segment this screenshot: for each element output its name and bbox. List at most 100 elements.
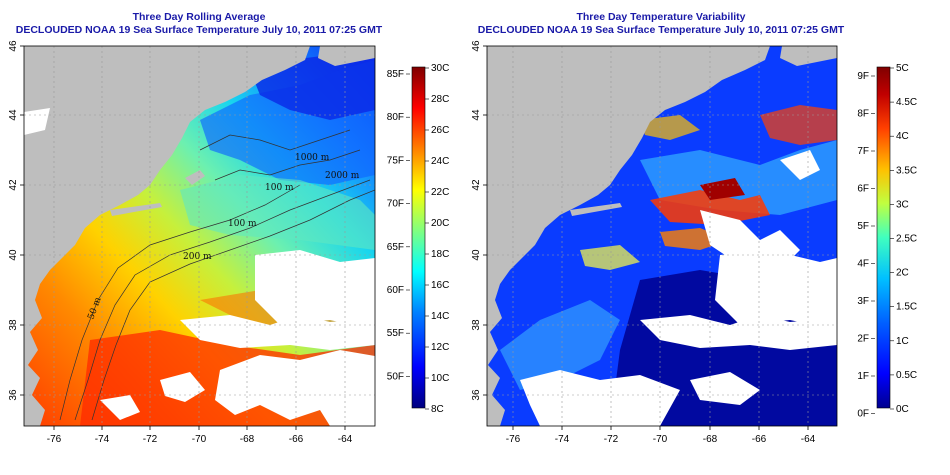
colorbar-c-label: 2C [896, 268, 909, 279]
contour-label: 100 m [228, 219, 257, 229]
variability-colorbar-c-labels: 5C 4.5C 4C 3.5C 3C 2.5C 2C 1.5C 1C 0.5C 0C [890, 63, 917, 415]
colorbar-c-label: 2.5C [896, 234, 917, 245]
colorbar-c-label: 22C [431, 187, 449, 198]
colorbar-c-label: 30C [431, 63, 449, 74]
colorbar-c-label: 16C [431, 280, 449, 291]
variability-map [487, 46, 837, 426]
sst-colorbar-f-labels: 85F 80F 75F 70F 65F 60F 55F 50F [387, 69, 410, 382]
sst-land-us [24, 46, 310, 426]
colorbar-c-label: 5C [896, 63, 909, 74]
colorbar-f-label: 4F [857, 259, 869, 270]
x-tick-label: -64 [801, 434, 816, 445]
x-tick-label: -74 [95, 434, 110, 445]
variability-cloud-patch [780, 150, 820, 180]
colorbar-f-label: 80F [387, 112, 404, 123]
sst-cloud-patch [160, 372, 205, 402]
colorbar-f-label: 1F [857, 371, 869, 382]
colorbar-c-label: 20C [431, 218, 449, 229]
sst-x-axis: -76 -74 -72 -70 -68 -66 -64 [47, 426, 353, 445]
variability-subtitle: DECLOUDED NOAA 19 Sea Surface Temperatur… [478, 24, 845, 36]
sst-long-island [110, 203, 162, 216]
colorbar-c-label: 24C [431, 156, 449, 167]
sst-title: Three Day Rolling Average [133, 11, 266, 23]
sst-cloud-patch [180, 315, 375, 350]
y-tick-label: 38 [8, 319, 19, 331]
colorbar-f-label: 7F [857, 146, 869, 157]
colorbar-f-label: 8F [857, 109, 869, 120]
colorbar-c-label: 18C [431, 249, 449, 260]
colorbar-f-label: 85F [387, 69, 404, 80]
colorbar-f-label: 55F [387, 328, 404, 339]
sst-panel: Three Day Rolling Average DECLOUDED NOAA… [8, 11, 449, 445]
x-tick-label: -68 [703, 434, 718, 445]
sst-bathymetry-contours [59, 129, 375, 421]
y-tick-label: 40 [471, 249, 482, 261]
x-tick-label: -76 [506, 434, 521, 445]
x-tick-label: -74 [555, 434, 570, 445]
colorbar-f-label: 60F [387, 285, 404, 296]
y-tick-label: 46 [8, 40, 19, 52]
colorbar-c-label: 1.5C [896, 302, 917, 313]
colorbar-c-label: 12C [431, 342, 449, 353]
colorbar-c-label: 3C [896, 199, 909, 210]
colorbar-c-label: 8C [431, 404, 444, 415]
colorbar-f-label: 6F [857, 184, 869, 195]
sst-cape-cod [185, 170, 205, 185]
contour-label: 100 m [265, 183, 294, 193]
variability-colorbar [876, 66, 891, 409]
sst-land-nova-scotia [318, 46, 375, 66]
x-tick-label: -76 [47, 434, 62, 445]
variability-y-axis: 36 38 40 42 44 46 [471, 40, 487, 401]
sst-cloud-patch [100, 395, 140, 420]
variability-title: Three Day Temperature Variability [576, 11, 745, 23]
y-tick-label: 40 [8, 249, 19, 261]
sst-cloud-patch [215, 350, 375, 426]
colorbar-c-label: 0.5C [896, 370, 917, 381]
y-tick-label: 42 [8, 179, 19, 191]
variability-hotspot [640, 115, 700, 140]
y-tick-label: 42 [471, 179, 482, 191]
colorbar-c-label: 28C [431, 94, 449, 105]
y-tick-label: 44 [8, 109, 19, 121]
y-tick-label: 36 [471, 389, 482, 401]
contour-label: 200 m [183, 252, 212, 262]
colorbar-f-label: 9F [857, 71, 869, 82]
variability-cloud-patch [715, 250, 837, 330]
y-tick-label: 38 [471, 319, 482, 331]
variability-hotspot [700, 178, 745, 200]
colorbar-c-label: 4.5C [896, 97, 917, 108]
sst-y-axis: 36 38 40 42 44 46 [8, 40, 24, 401]
x-tick-label: -72 [143, 434, 158, 445]
colorbar-f-label: 0F [857, 409, 869, 420]
variability-light-patch [500, 300, 620, 390]
variability-long-island [570, 203, 622, 216]
colorbar-f-label: 5F [857, 221, 869, 232]
colorbar-c-label: 4C [896, 131, 909, 142]
colorbar-c-label: 10C [431, 373, 449, 384]
variability-hotspot [580, 245, 640, 270]
colorbar-c-label: 3.5C [896, 165, 917, 176]
colorbar-f-label: 65F [387, 242, 404, 253]
x-tick-label: -72 [604, 434, 619, 445]
x-tick-label: -66 [289, 434, 304, 445]
colorbar-f-label: 70F [387, 199, 404, 210]
sst-grid [24, 46, 375, 426]
sst-colorbar-c-labels: 30C 28C 26C 24C 22C 20C 18C 16C 14C 12C 10C 8C [425, 63, 449, 415]
contour-label: 1000 m [295, 153, 330, 163]
sst-colorbar [411, 66, 426, 409]
x-tick-label: -66 [752, 434, 767, 445]
variability-map-frame [486, 45, 838, 427]
colorbar-f-label: 75F [387, 155, 404, 166]
x-tick-label: -70 [653, 434, 668, 445]
colorbar-c-label: 14C [431, 311, 449, 322]
sst-cloud-patch [255, 250, 375, 330]
variability-colorbar-f-labels: 9F 8F 7F 6F 5F 4F 3F 2F 1F 0F [857, 71, 875, 420]
colorbar-f-label: 2F [857, 334, 869, 345]
x-tick-label: -70 [192, 434, 207, 445]
variability-land-us [487, 46, 770, 426]
variability-cloud-patch [690, 372, 760, 405]
variability-panel: Three Day Temperature Variability DECLOU… [471, 11, 917, 445]
colorbar-f-label: 3F [857, 296, 869, 307]
colorbar-c-label: 26C [431, 125, 449, 136]
